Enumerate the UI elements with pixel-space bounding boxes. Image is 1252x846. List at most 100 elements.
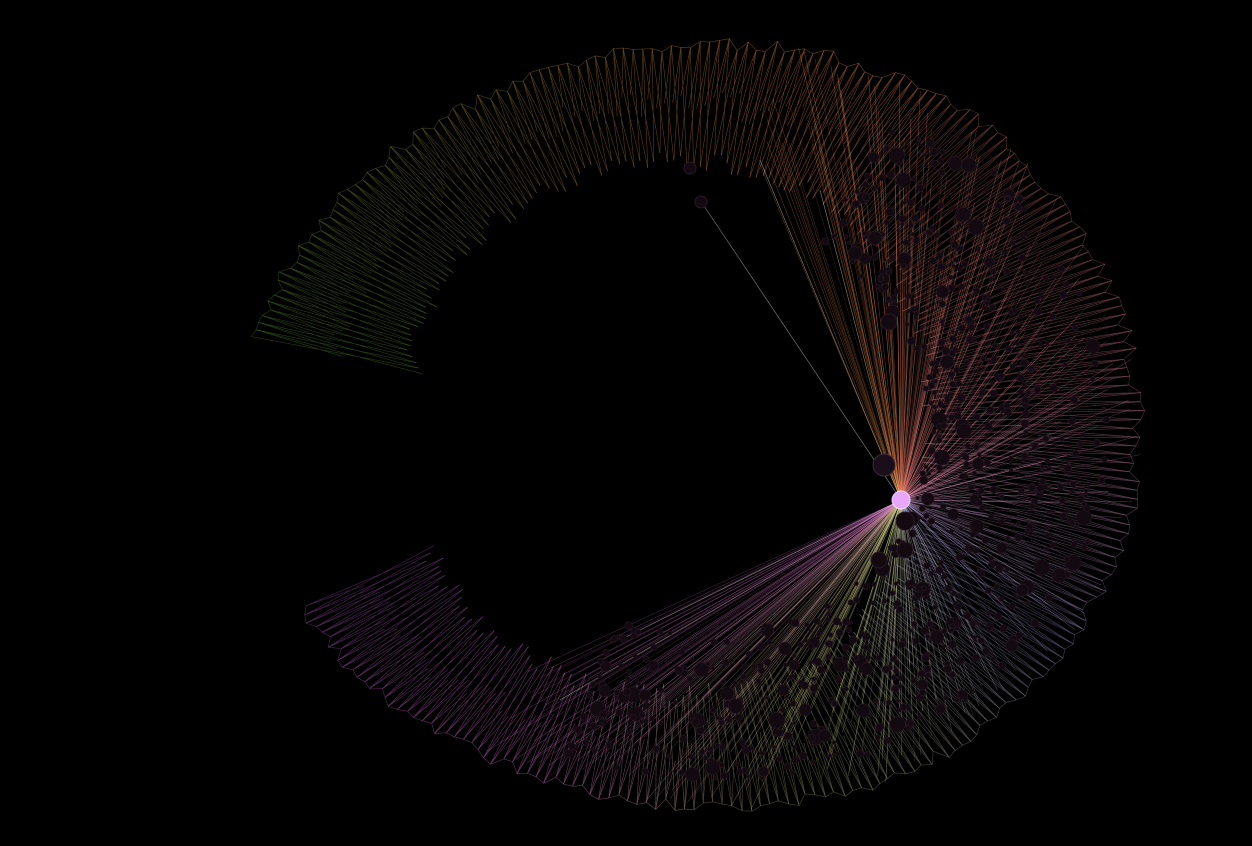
graph-node [881, 665, 891, 674]
graph-node [878, 173, 887, 182]
mesh-edge [362, 172, 468, 256]
hub-edge [859, 196, 902, 501]
mesh-edge [769, 671, 826, 798]
graph-node [947, 229, 954, 235]
graph-node [890, 637, 895, 642]
graph-node [948, 640, 957, 649]
hub-edge [820, 499, 902, 779]
graph-node [720, 771, 728, 780]
mesh-edge [929, 502, 1117, 568]
hub-edge [499, 499, 902, 743]
graph-node [826, 611, 831, 617]
graph-node [664, 702, 669, 708]
graph-node [919, 476, 929, 485]
hub-edge [900, 129, 977, 501]
graph-node [1033, 386, 1042, 394]
graph-node [598, 684, 611, 697]
graph-node [1025, 600, 1031, 606]
hub-edge [900, 337, 1085, 501]
graph-node [987, 561, 996, 569]
graph-node [804, 622, 810, 628]
graph-node [588, 719, 593, 724]
graph-node [973, 413, 981, 421]
hub-edge [538, 499, 902, 679]
graph-node [895, 172, 912, 188]
graph-node [1001, 248, 1009, 256]
graph-node [881, 598, 888, 604]
graph-node [597, 673, 602, 679]
graph-node [895, 698, 901, 703]
hub-edge [900, 499, 1073, 565]
graph-node [873, 697, 879, 704]
graph-node [1002, 217, 1011, 225]
mesh-edge [278, 267, 424, 328]
hub-edge [781, 142, 902, 501]
graph-node [818, 623, 824, 628]
graph-node [1070, 395, 1079, 404]
hub-edge [852, 191, 902, 501]
secondary-hub-node [872, 453, 896, 477]
hub-edge [807, 123, 902, 501]
graph-node [926, 230, 933, 237]
graph-node [947, 371, 956, 379]
graph-node [988, 513, 995, 520]
mesh-edge [752, 679, 800, 806]
hub-edge [655, 499, 902, 799]
mesh-edge [405, 144, 489, 229]
graph-node [1034, 298, 1041, 305]
mesh-edge [934, 401, 1145, 420]
hub-edge [811, 143, 902, 501]
hub-edge [900, 499, 987, 569]
hub-edge [900, 166, 908, 501]
mesh-edge [921, 453, 1140, 482]
mesh-edge [298, 245, 427, 314]
hub-edge [900, 241, 984, 501]
graph-node [1059, 290, 1068, 299]
graph-node [1077, 441, 1084, 448]
hub-edge [757, 499, 902, 694]
mesh-edge [907, 193, 1062, 289]
graph-node [599, 709, 608, 718]
graph-node [1028, 502, 1036, 510]
graph-node [902, 200, 907, 205]
graph-node [853, 596, 860, 604]
graph-node [896, 708, 901, 713]
graph-node [925, 305, 929, 310]
graph-node [931, 429, 937, 435]
graph-node [917, 137, 922, 142]
graph-node [1070, 480, 1078, 488]
hub-edge [900, 250, 1042, 501]
hub-edge [895, 185, 902, 501]
graph-node [658, 687, 665, 694]
graph-node [927, 446, 936, 455]
graph-node [935, 703, 946, 715]
graph-node [689, 713, 695, 720]
hub-edge [648, 499, 902, 689]
graph-node [988, 304, 997, 312]
hub-edge [559, 499, 902, 701]
graph-node [1008, 467, 1014, 473]
hub-edge [553, 499, 902, 754]
graph-node [1076, 495, 1085, 504]
graph-node [1074, 340, 1079, 345]
mesh-edge [783, 62, 848, 192]
graph-node [694, 195, 708, 209]
hub-edge [900, 301, 1069, 501]
mesh-edge [831, 80, 919, 213]
graph-node [1039, 478, 1047, 486]
graph-node [977, 366, 983, 373]
hub-edge [681, 499, 902, 712]
hub-edge [628, 499, 902, 776]
graph-node [989, 485, 998, 494]
graph-node [1017, 374, 1025, 382]
graph-node [1057, 483, 1065, 491]
graph-node [940, 503, 947, 510]
graph-node [1024, 270, 1030, 276]
mesh-edge [817, 660, 895, 779]
graph-node [928, 570, 934, 577]
graph-node [589, 721, 598, 730]
graph-node [902, 239, 910, 247]
graph-node [705, 661, 711, 667]
mesh-edge [872, 605, 997, 722]
graph-node [790, 618, 800, 628]
